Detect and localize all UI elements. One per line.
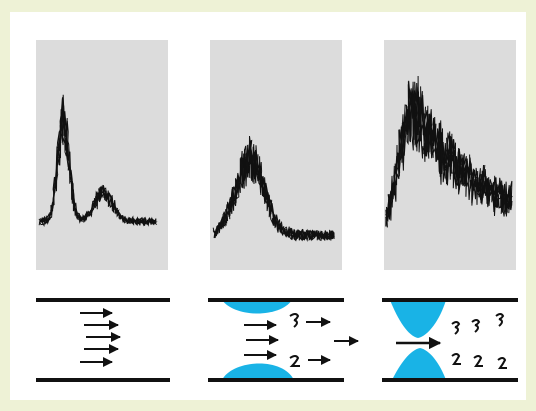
plaque (222, 300, 292, 314)
plaque (222, 363, 294, 380)
plaque (390, 300, 446, 338)
trace-panel (36, 40, 168, 270)
velocity-trace (39, 109, 158, 226)
flow-arrows (80, 308, 121, 367)
pipe-stenosis-severe (382, 298, 518, 382)
trace-panel (210, 40, 342, 270)
traces (38, 75, 513, 243)
eddies (451, 313, 507, 369)
velocity-trace (213, 142, 335, 242)
velocity-trace (385, 81, 513, 224)
pipe-laminar (36, 298, 170, 382)
pipe-stenosis-mild (208, 298, 359, 382)
plaque (392, 348, 446, 380)
flow-arrows (244, 317, 359, 365)
velocity-trace (38, 98, 158, 228)
eddies (289, 313, 300, 367)
